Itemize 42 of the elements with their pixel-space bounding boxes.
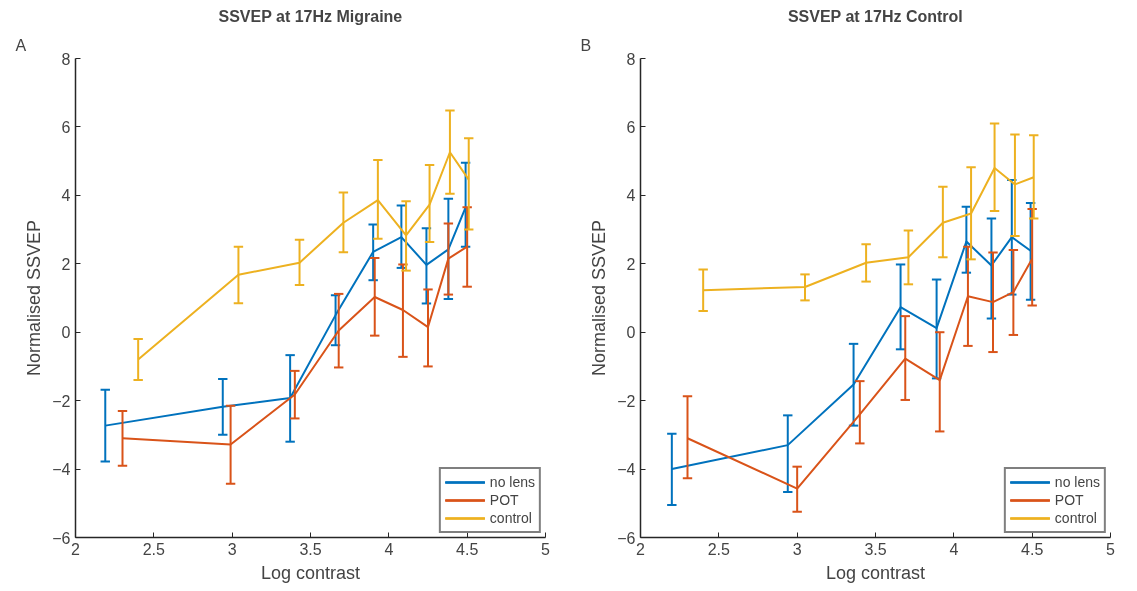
y-tick-label: 6	[626, 118, 636, 136]
legend-label: control	[1054, 509, 1097, 527]
text: B	[580, 36, 592, 54]
x-tick-label: 3.5	[299, 540, 322, 558]
y-tick-label: −6	[617, 529, 636, 547]
x-tick-label: 3	[227, 540, 237, 558]
y-tick-label: −4	[617, 461, 636, 479]
y-tick-label: −2	[52, 392, 71, 410]
y-tick-label: 0	[626, 324, 636, 342]
x-axis-title: Log contrast	[260, 562, 361, 583]
chart-title: SSVEP at 17Hz Control	[787, 7, 963, 25]
x-tick-label: 4.5	[1021, 540, 1044, 558]
x-tick-label: 3	[792, 540, 802, 558]
x-tick-label: 2.5	[142, 540, 166, 558]
legend-label: POT	[1054, 491, 1084, 509]
y-tick-label: 6	[61, 118, 71, 136]
legend-label: POT	[489, 491, 519, 509]
x-tick-label: 2.5	[707, 540, 731, 558]
x-tick-label: 3.5	[864, 540, 887, 558]
legend-label: no lens	[489, 473, 535, 491]
x-tick-label: 5	[541, 540, 551, 558]
y-axis-title: Normalised SSVEP	[24, 219, 45, 377]
y-tick-label: 2	[61, 255, 71, 273]
x-tick-label: 4	[384, 540, 394, 558]
y-tick-label: 4	[626, 187, 636, 205]
y-axis-title: Normalised SSVEP	[589, 219, 610, 377]
y-tick-label: −6	[52, 529, 71, 547]
y-tick-label: −4	[52, 461, 71, 479]
legend-label: no lens	[1054, 473, 1100, 491]
y-tick-label: 4	[61, 187, 71, 205]
x-tick-label: 4.5	[456, 540, 479, 558]
y-tick-label: 8	[61, 50, 71, 68]
x-axis-title: Log contrast	[825, 562, 926, 583]
x-tick-label: 5	[1106, 540, 1116, 558]
y-tick-label: −2	[617, 392, 636, 410]
chart-title: SSVEP at 17Hz Migraine	[218, 7, 403, 25]
text: A	[15, 36, 27, 54]
x-tick-label: 4	[949, 540, 959, 558]
y-tick-label: 0	[61, 324, 71, 342]
legend-label: control	[489, 509, 532, 527]
y-tick-label: 2	[626, 255, 636, 273]
y-tick-label: 8	[626, 50, 636, 68]
